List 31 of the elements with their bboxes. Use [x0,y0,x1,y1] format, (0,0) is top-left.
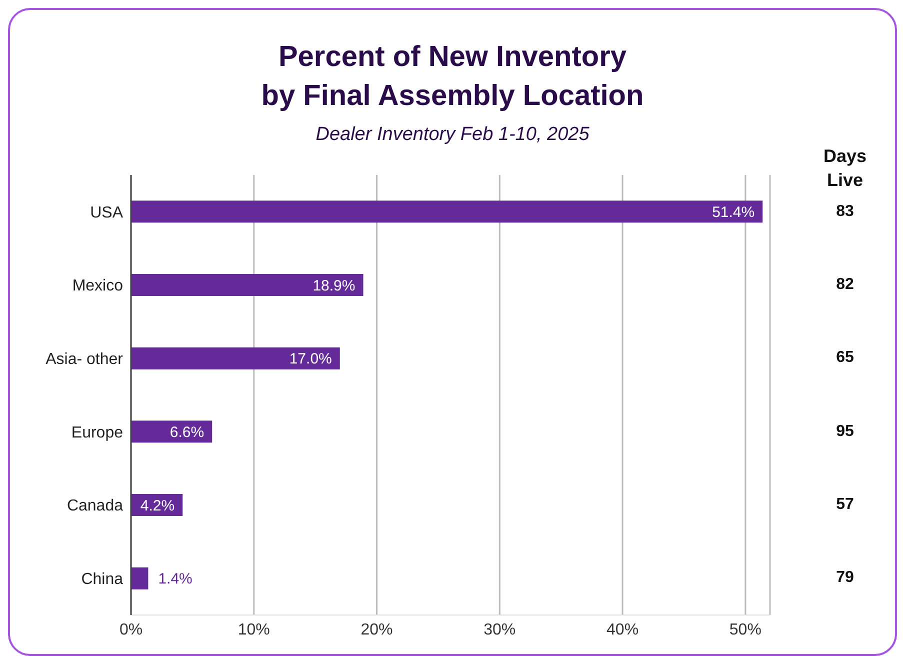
data-label: 18.9% [312,277,356,294]
data-label: 6.6% [170,424,204,441]
chart-subtitle: Dealer Inventory Feb 1-10, 2025 [314,124,590,146]
x-tick-label: 10% [238,621,270,638]
y-tick-label: Mexico [72,278,124,295]
data-label: 4.2% [140,497,175,514]
text: 65 [835,348,855,368]
chart-title: Percent of New Inventory by Final Assembly Location [260,40,645,114]
y-tick-label: China [81,571,124,588]
text: 57 [835,495,855,515]
bar [131,347,340,370]
y-tick-label: Europe [71,424,124,442]
data-label: 1.4% [158,570,192,588]
text: Days Live [822,145,868,192]
bar [131,567,148,590]
text: 83 [835,202,855,222]
y-tick-label: USA [90,204,124,222]
x-tick-label: 20% [360,621,393,638]
bar [131,274,364,296]
text: 95 [835,422,855,442]
y-tick-label: Asia- other [46,351,124,368]
x-tick-label: 0% [119,621,143,638]
data-label: 17.0% [289,350,332,368]
bar [131,200,763,223]
x-tick-label: 40% [606,621,639,638]
x-tick-label: 30% [484,621,516,638]
y-tick-label: Canada [66,498,124,515]
text: 79 [835,568,855,588]
data-label: 51.4% [712,204,755,221]
x-tick-label: 50% [729,621,762,638]
text: 82 [835,275,855,295]
